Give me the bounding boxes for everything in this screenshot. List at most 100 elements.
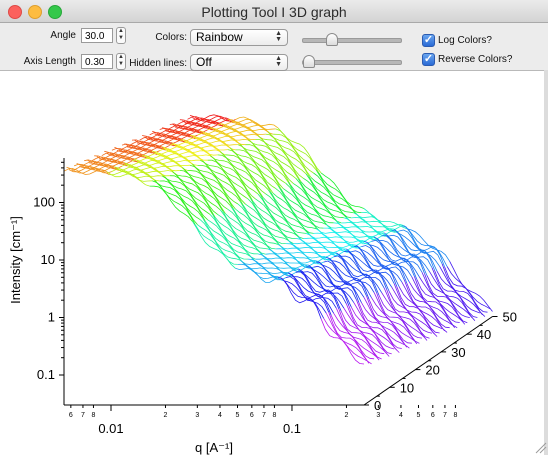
x-minor-label: 5 bbox=[236, 412, 240, 419]
series-line bbox=[177, 141, 221, 152]
series-line bbox=[121, 143, 166, 151]
series-line bbox=[325, 224, 370, 246]
series-line bbox=[199, 219, 244, 263]
series-line bbox=[235, 208, 279, 245]
y-tick-label: 100 bbox=[33, 195, 55, 210]
series-line bbox=[250, 140, 294, 184]
series-line bbox=[300, 181, 344, 219]
x-minor-label: 6 bbox=[69, 412, 73, 419]
series-line bbox=[101, 152, 145, 159]
axis-length-slider[interactable] bbox=[302, 60, 402, 65]
series-line bbox=[416, 279, 460, 323]
series-line bbox=[396, 232, 440, 267]
colors-popup[interactable]: Rainbow ▲ ▼ bbox=[190, 29, 288, 46]
series-line bbox=[149, 152, 193, 165]
angle-slider-knob[interactable] bbox=[326, 33, 339, 46]
series-line bbox=[227, 149, 272, 193]
series-line bbox=[403, 279, 448, 333]
series-line bbox=[388, 291, 433, 334]
window-edge bbox=[544, 70, 548, 455]
series-line bbox=[257, 193, 302, 241]
series-line bbox=[119, 144, 163, 152]
series-line bbox=[262, 255, 307, 272]
series-line bbox=[267, 189, 312, 237]
log-colors-label: Log Colors? bbox=[438, 35, 492, 46]
series-line bbox=[318, 172, 362, 213]
series-line bbox=[242, 147, 287, 184]
series-line bbox=[245, 144, 289, 183]
series-line bbox=[255, 139, 299, 180]
series-line bbox=[391, 230, 435, 271]
series-line bbox=[222, 153, 266, 195]
axis-length-field[interactable]: 0.30 bbox=[81, 54, 113, 69]
angle-label: Angle bbox=[50, 30, 76, 41]
reverse-colors-checkbox[interactable]: ✓ bbox=[422, 53, 435, 66]
resize-grip[interactable] bbox=[535, 442, 547, 454]
series-line bbox=[252, 201, 296, 239]
series-line bbox=[142, 155, 186, 171]
series-line bbox=[305, 173, 350, 221]
series-line bbox=[351, 307, 395, 350]
series-line bbox=[401, 281, 445, 332]
series-line bbox=[237, 203, 282, 247]
log-colors-checkbox[interactable]: ✓ bbox=[422, 34, 435, 47]
z-tick-label: 0 bbox=[374, 398, 381, 413]
axis-length-slider-knob[interactable] bbox=[303, 55, 315, 68]
series-line bbox=[184, 117, 228, 125]
series-line bbox=[152, 130, 196, 140]
series-line bbox=[157, 128, 201, 136]
hidden-lines-label: Hidden lines: bbox=[129, 58, 187, 69]
series-line bbox=[104, 150, 148, 159]
series-line bbox=[187, 170, 231, 206]
series-line bbox=[383, 232, 428, 276]
series-line bbox=[134, 158, 178, 176]
series-line bbox=[386, 235, 430, 272]
series-line bbox=[345, 303, 390, 357]
series-line bbox=[398, 286, 443, 330]
angle-field[interactable]: 30.0 bbox=[81, 28, 113, 43]
series-line bbox=[358, 248, 403, 283]
z-tick-label: 10 bbox=[400, 380, 414, 395]
series-line bbox=[139, 136, 183, 144]
series-line bbox=[348, 305, 392, 355]
series-line bbox=[404, 225, 448, 267]
series-line bbox=[295, 271, 340, 310]
series-line bbox=[227, 208, 271, 250]
series-line bbox=[441, 263, 486, 317]
series-line bbox=[230, 205, 274, 253]
series-line bbox=[303, 237, 347, 254]
hidden-lines-popup[interactable]: Off ▲ ▼ bbox=[190, 54, 288, 71]
series-line bbox=[219, 209, 264, 257]
series-line bbox=[371, 239, 415, 277]
series-line bbox=[149, 132, 193, 139]
series-line bbox=[109, 149, 153, 157]
series-line bbox=[179, 170, 224, 212]
series-line bbox=[162, 175, 206, 222]
series-line bbox=[313, 172, 357, 215]
angle-slider[interactable] bbox=[302, 38, 402, 43]
zoom-button[interactable] bbox=[48, 5, 62, 19]
series-line bbox=[280, 277, 325, 319]
y-axis-label: Intensity [cm⁻¹] bbox=[8, 216, 23, 304]
axis-length-stepper[interactable]: ▲ ▼ bbox=[116, 53, 126, 70]
series-line bbox=[111, 168, 156, 181]
series-line bbox=[330, 315, 375, 360]
series-line bbox=[172, 142, 216, 160]
series-line bbox=[285, 276, 330, 313]
series-line bbox=[363, 297, 408, 348]
series-line bbox=[152, 180, 196, 225]
series-line bbox=[293, 276, 337, 309]
series-line bbox=[373, 236, 418, 280]
series-line bbox=[341, 221, 385, 238]
series-line bbox=[199, 159, 244, 206]
x-tick-label: 0.01 bbox=[98, 421, 123, 436]
window-title: Plotting Tool I 3D graph bbox=[201, 4, 347, 20]
x-minor-label: 4 bbox=[399, 412, 403, 419]
series-line bbox=[393, 228, 438, 272]
minimize-button[interactable] bbox=[28, 5, 42, 19]
close-button[interactable] bbox=[8, 5, 22, 19]
series-line bbox=[391, 286, 435, 335]
series-line bbox=[265, 253, 309, 269]
angle-stepper[interactable]: ▲ ▼ bbox=[116, 27, 126, 44]
